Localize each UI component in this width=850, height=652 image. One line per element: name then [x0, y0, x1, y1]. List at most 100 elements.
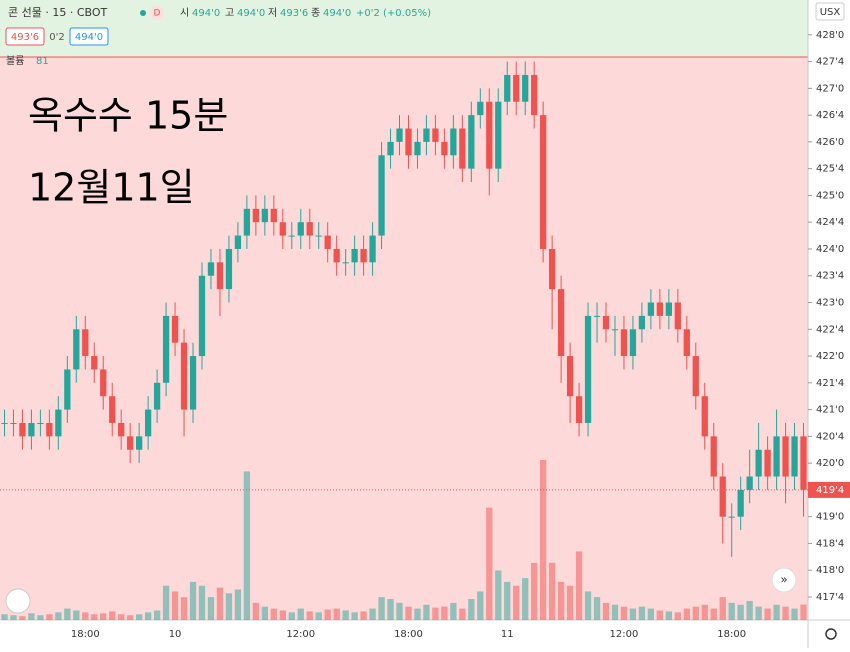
change: +0'2 (+0.05%): [356, 8, 431, 19]
y-tick-label: 423'4: [816, 271, 844, 282]
currency-box[interactable]: [815, 2, 845, 21]
candle-body: [548, 248, 556, 290]
candle-body: [333, 248, 340, 263]
volume-bar: [674, 612, 681, 620]
candle-body: [566, 356, 574, 397]
y-tick-label: 421'4: [816, 378, 844, 389]
settings-button[interactable]: [825, 628, 837, 640]
volume-bar: [441, 606, 448, 620]
candle-body: [728, 516, 735, 518]
volume-bar: [225, 593, 233, 620]
volume-bar: [37, 615, 44, 620]
candle-body: [495, 101, 502, 169]
candle-body: [755, 449, 762, 477]
x-tick-label: 18:00: [717, 629, 746, 640]
volume-bar: [728, 602, 735, 620]
candle-body: [782, 436, 789, 477]
ohlc-label: 시: [180, 7, 189, 19]
volume-bar: [234, 589, 242, 620]
y-tick-label: 425'0: [816, 190, 844, 201]
volume-bar: [315, 612, 322, 620]
volume-bar: [495, 570, 502, 620]
volume-bar: [252, 602, 260, 620]
volume-bar: [477, 591, 484, 620]
candle-body: [225, 248, 233, 290]
volume-bar: [656, 610, 664, 620]
x-tick-label: 18:00: [394, 629, 423, 640]
volume-bar: [782, 606, 789, 620]
candle-body: [162, 315, 170, 383]
volume-bar: [665, 611, 672, 620]
y-tick-label: 427'0: [816, 83, 844, 94]
candle-body: [55, 409, 62, 437]
volume-bar: [243, 471, 251, 620]
scroll-button[interactable]: [771, 567, 797, 593]
candle-body: [315, 235, 322, 237]
volume-bar: [629, 608, 637, 620]
volume-bar: [333, 608, 340, 620]
candle-body: [180, 342, 188, 410]
x-tick-label: 12:00: [610, 629, 639, 640]
status-dot: [140, 10, 146, 16]
candle-body: [351, 248, 358, 263]
ask-box[interactable]: [69, 27, 109, 46]
volume-bar: [575, 551, 583, 620]
bid: 493'6: [11, 32, 39, 43]
volume-bar: [647, 608, 655, 620]
y-tick-label: 425'4: [816, 164, 844, 175]
volume-bar: [10, 615, 17, 620]
volume-bar: [611, 604, 619, 620]
candle-body: [459, 128, 466, 169]
candle-body: [91, 356, 98, 370]
candle-body: [674, 302, 681, 330]
candle-body: [73, 329, 80, 370]
candle-body: [602, 315, 610, 330]
candle-body: [477, 101, 484, 116]
candle-body: [513, 74, 520, 102]
logo-button[interactable]: [5, 588, 31, 614]
candle-body: [692, 356, 699, 397]
candle-body: [10, 422, 17, 424]
candle-body: [638, 315, 646, 330]
last-price-label: 419'4: [816, 485, 844, 496]
volume-bar: [297, 608, 304, 620]
volume-bar: [118, 614, 125, 620]
volume-bar: [144, 612, 152, 620]
volume-bar: [540, 460, 547, 620]
scroll-icon: »: [780, 573, 787, 587]
ohlc-value: 494'0: [192, 8, 220, 19]
candle-body: [279, 222, 286, 236]
candle-body: [665, 302, 672, 316]
candle-body: [387, 141, 394, 156]
volume-bar: [692, 606, 699, 620]
volume-bar: [324, 609, 331, 620]
candle-body: [297, 222, 304, 236]
volume-bar: [73, 610, 80, 620]
candle-body: [620, 329, 628, 357]
candle-body: [360, 248, 367, 263]
volume-bar: [91, 614, 98, 620]
volume-value: 81: [36, 56, 49, 67]
volume-bar: [557, 581, 565, 620]
candle-body: [504, 74, 511, 102]
volume-bar: [261, 606, 268, 620]
volume-bar: [620, 606, 628, 620]
volume-bar: [136, 614, 143, 620]
candle-body: [656, 302, 664, 316]
y-tick-label: 418'4: [816, 538, 844, 549]
candle-body: [252, 208, 260, 223]
candle-body: [261, 208, 268, 223]
x-tick-label: 12:00: [286, 629, 315, 640]
ask: 494'0: [75, 32, 103, 43]
y-tick-label: 423'0: [816, 298, 844, 309]
y-tick-label: 427'4: [816, 57, 844, 68]
ohlc-label: 종: [311, 7, 320, 19]
candle-body: [531, 74, 538, 116]
top-band: [0, 0, 808, 57]
volume-bar: [405, 606, 412, 620]
volume-bar: [1, 614, 8, 620]
y-tick-label: 419'0: [816, 512, 844, 523]
y-tick-label: 426'0: [816, 137, 844, 148]
candle-body: [82, 329, 89, 357]
bid-box[interactable]: [5, 27, 45, 46]
